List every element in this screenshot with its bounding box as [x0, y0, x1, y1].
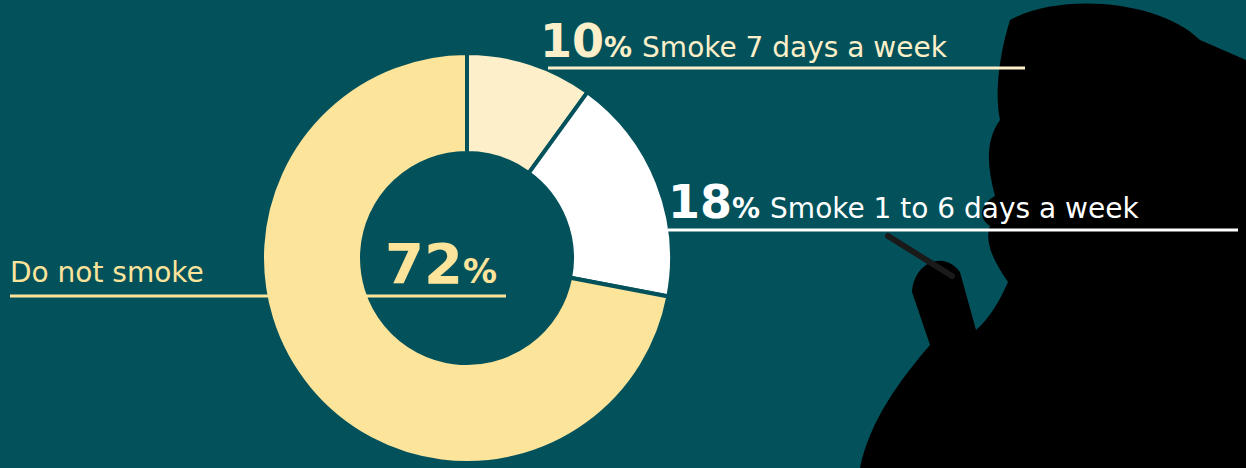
- smoker-silhouette: [860, 3, 1246, 468]
- label-underline: [668, 229, 1238, 232]
- value-label: 18%: [668, 175, 760, 229]
- category-label: Smoke 1 to 6 days a week: [770, 192, 1139, 225]
- label-underline: [548, 67, 1025, 70]
- value-unit: %: [463, 251, 497, 291]
- background: [0, 0, 1246, 468]
- value-number: 18: [668, 175, 732, 229]
- chart: 10% Smoke 7 days a week 18% Smoke 1 to 6 da…: [0, 0, 1246, 468]
- value-unit: %: [604, 31, 632, 64]
- category-label: Smoke 7 days a week: [642, 31, 948, 64]
- value-label: 72%: [385, 231, 497, 296]
- slices: [262, 53, 672, 463]
- labels: 10% Smoke 7 days a week 18% Smoke 1 to 6 da…: [10, 14, 1238, 296]
- slice: [529, 92, 672, 296]
- category-label: Do not smoke: [10, 256, 204, 289]
- value-number: 72: [385, 231, 463, 296]
- value-unit: %: [732, 192, 760, 225]
- value-number: 10: [540, 14, 604, 68]
- slice: [262, 53, 668, 463]
- value-label: 10%: [540, 14, 632, 68]
- label-underline: [10, 295, 506, 298]
- cigarette: [888, 236, 952, 276]
